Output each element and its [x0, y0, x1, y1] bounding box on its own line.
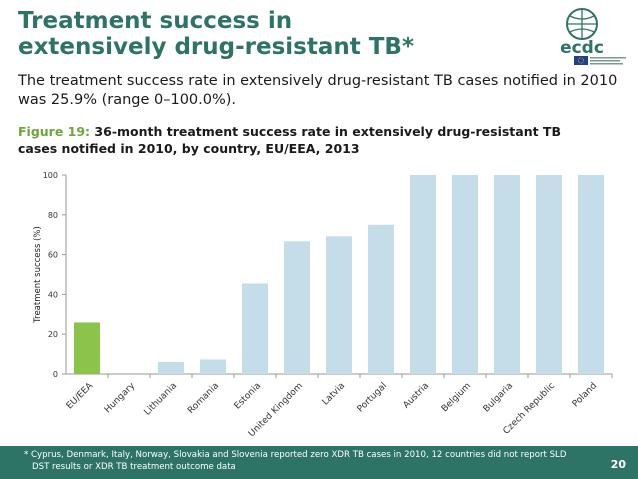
page-number: 20 — [610, 458, 626, 471]
ecdc-logo-graphic: ecdc — [560, 8, 626, 65]
x-category-label: Portugal — [356, 381, 389, 414]
bar-bulgaria — [493, 175, 521, 374]
footnote: * Cyprus, Denmark, Italy, Norway, Slovak… — [24, 450, 594, 473]
bar-chart: 0 20 40 60 80 100 Treatment success (%) EU/EEA H… — [33, 171, 613, 439]
logo-wordmark: ecdc — [560, 38, 604, 58]
logo-agency-text-3 — [590, 63, 623, 65]
intro-text: The treatment success rate in extensivel… — [18, 73, 618, 108]
bar-latvia — [325, 236, 353, 374]
y-tick-label: 40 — [48, 290, 58, 299]
eu-flag-stars — [577, 57, 584, 64]
x-category-label: Bulgaria — [482, 381, 515, 414]
x-category-label: Estonia — [233, 381, 264, 412]
figure-label: Figure 19: — [18, 124, 91, 139]
y-tick-label: 20 — [48, 330, 58, 339]
bar-eu-eea — [73, 322, 101, 374]
ecdc-logo: ecdc — [548, 6, 630, 66]
logo-agency-text-2 — [590, 60, 620, 62]
bar-belgium — [451, 175, 479, 374]
logo-agency-text-1 — [590, 57, 626, 59]
bar-estonia — [241, 283, 269, 374]
bar-united-kingdom — [283, 241, 311, 374]
slide-title: Treatment success in extensively drug-re… — [18, 8, 538, 60]
bar-austria — [409, 175, 437, 374]
y-tick-label: 80 — [48, 211, 58, 220]
x-category-label: Poland — [571, 381, 599, 409]
footnote-line-2: DST results or XDR TB treatment outcome … — [32, 461, 236, 472]
bar-romania — [199, 359, 227, 374]
x-category-label: Latvia — [321, 381, 347, 407]
y-tick-label: 0 — [53, 370, 58, 379]
y-axis-title: Treatment success (%) — [33, 226, 43, 324]
x-category-label: Belgium — [440, 381, 473, 414]
footer-bar — [0, 446, 638, 479]
x-category-label: EU/EEA — [65, 380, 96, 411]
title-line-1: Treatment success in — [18, 8, 293, 34]
eu-flag-icon — [574, 56, 588, 65]
bar-lithuania — [157, 362, 185, 374]
figure-caption-text: 36-month treatment success rate in exten… — [18, 124, 561, 156]
bar-poland — [577, 175, 605, 374]
x-category-label: Romania — [186, 381, 221, 416]
bar-portugal — [367, 224, 395, 374]
bar-czech-republic — [535, 175, 563, 374]
x-category-label: Hungary — [103, 381, 138, 416]
y-tick-label: 60 — [48, 251, 58, 260]
figure-caption: Figure 19: 36-month treatment success ra… — [18, 123, 578, 157]
title-line-2: extensively drug-resistant TB* — [18, 34, 414, 60]
x-category-label: Lithuania — [143, 381, 180, 418]
footnote-line-1: * Cyprus, Denmark, Italy, Norway, Slovak… — [24, 450, 567, 460]
x-category-label: Austria — [402, 381, 432, 411]
logo-globe-lines — [567, 9, 597, 39]
y-tick-label: 100 — [43, 171, 58, 180]
